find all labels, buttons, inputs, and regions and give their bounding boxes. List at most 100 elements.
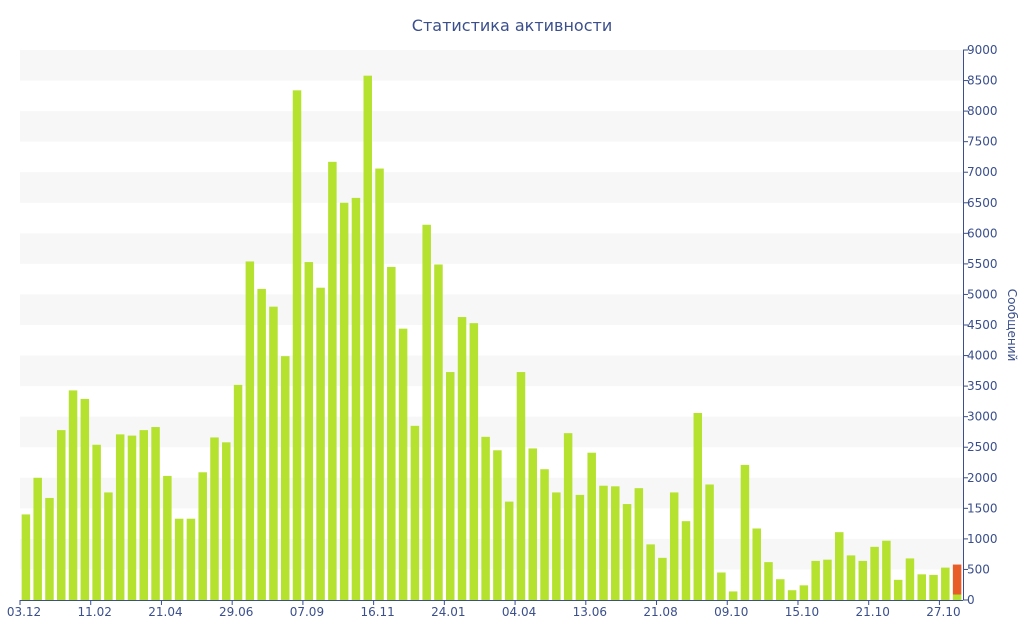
x-tick-label: 29.06 bbox=[219, 605, 253, 619]
bar[interactable] bbox=[834, 532, 844, 600]
bar[interactable] bbox=[481, 436, 490, 600]
grid-band bbox=[20, 111, 963, 142]
grid-band bbox=[20, 355, 963, 387]
bar[interactable] bbox=[68, 390, 78, 600]
bar[interactable] bbox=[387, 266, 396, 600]
grid-band bbox=[20, 294, 963, 325]
x-tick-label: 13.06 bbox=[573, 605, 607, 619]
bar[interactable] bbox=[398, 328, 408, 600]
bar[interactable] bbox=[375, 168, 384, 600]
bar[interactable] bbox=[846, 555, 856, 600]
bar[interactable] bbox=[493, 450, 502, 600]
bar[interactable] bbox=[92, 444, 101, 600]
bar[interactable] bbox=[905, 558, 915, 600]
bar[interactable] bbox=[917, 574, 926, 600]
x-tick-label: 09.10 bbox=[714, 605, 748, 619]
bar[interactable] bbox=[893, 579, 903, 600]
bar-highlight[interactable] bbox=[952, 564, 962, 595]
bar[interactable] bbox=[752, 528, 761, 601]
bar[interactable] bbox=[339, 202, 349, 600]
bar[interactable] bbox=[316, 287, 325, 600]
bar[interactable] bbox=[280, 356, 290, 600]
grid-band bbox=[20, 538, 963, 570]
bar[interactable] bbox=[292, 90, 302, 600]
bar[interactable] bbox=[57, 430, 66, 600]
bar[interactable] bbox=[823, 559, 832, 600]
bar[interactable] bbox=[434, 264, 443, 601]
bar[interactable] bbox=[693, 413, 703, 600]
bar[interactable] bbox=[870, 546, 879, 600]
bar[interactable] bbox=[210, 437, 219, 600]
bar[interactable] bbox=[740, 464, 750, 600]
bar[interactable] bbox=[658, 557, 667, 600]
y-tick-label: 6000 bbox=[967, 226, 998, 240]
bar[interactable] bbox=[882, 540, 891, 600]
bar[interactable] bbox=[410, 425, 420, 600]
bar[interactable] bbox=[540, 469, 549, 600]
bar[interactable] bbox=[504, 501, 514, 600]
axes: 0 500 1000 1500 2000 2500 3000 3500 4000 4500 5000… bbox=[7, 43, 998, 619]
bar[interactable] bbox=[257, 288, 266, 600]
bar[interactable] bbox=[929, 574, 938, 600]
bar[interactable] bbox=[563, 433, 573, 600]
bar[interactable] bbox=[575, 494, 585, 600]
bar[interactable] bbox=[764, 562, 773, 600]
grid-bands bbox=[20, 50, 963, 570]
bar[interactable] bbox=[45, 497, 54, 600]
bar[interactable] bbox=[646, 544, 655, 600]
bar[interactable] bbox=[174, 518, 184, 600]
y-tick-label: 7500 bbox=[967, 135, 998, 149]
bar[interactable] bbox=[717, 572, 726, 601]
bar[interactable] bbox=[269, 306, 278, 600]
y-tick-label: 2500 bbox=[967, 440, 998, 454]
bar[interactable] bbox=[681, 521, 691, 600]
bar[interactable] bbox=[457, 317, 467, 600]
bar[interactable] bbox=[328, 161, 337, 600]
bar[interactable] bbox=[669, 492, 679, 600]
bar[interactable] bbox=[222, 442, 231, 600]
bar[interactable] bbox=[611, 486, 620, 600]
bar[interactable] bbox=[952, 594, 962, 601]
bar[interactable] bbox=[186, 518, 196, 600]
bar[interactable] bbox=[151, 427, 160, 600]
bar[interactable] bbox=[422, 224, 431, 600]
bar[interactable] bbox=[811, 560, 820, 600]
bar[interactable] bbox=[446, 372, 455, 600]
bar[interactable] bbox=[351, 197, 361, 600]
bar[interactable] bbox=[469, 323, 479, 600]
bar[interactable] bbox=[104, 492, 113, 600]
bar[interactable] bbox=[245, 261, 255, 600]
bar[interactable] bbox=[304, 262, 314, 600]
bars bbox=[21, 75, 962, 601]
x-tick-label: 11.02 bbox=[78, 605, 112, 619]
bar[interactable] bbox=[33, 477, 42, 600]
grid-band bbox=[20, 416, 963, 448]
bar[interactable] bbox=[21, 514, 31, 600]
bar[interactable] bbox=[127, 435, 137, 600]
bar[interactable] bbox=[705, 484, 714, 601]
bar[interactable] bbox=[799, 585, 809, 600]
y-tick-label: 8000 bbox=[967, 104, 998, 118]
y-tick-label: 500 bbox=[967, 562, 990, 576]
bar[interactable] bbox=[80, 398, 90, 600]
x-tick-label: 03.12 bbox=[7, 605, 41, 619]
bar[interactable] bbox=[599, 485, 608, 600]
bar[interactable] bbox=[634, 488, 644, 600]
bar[interactable] bbox=[528, 448, 537, 600]
bar[interactable] bbox=[587, 452, 596, 600]
bar[interactable] bbox=[363, 75, 372, 601]
bar[interactable] bbox=[858, 560, 868, 600]
bar[interactable] bbox=[787, 590, 797, 600]
bar[interactable] bbox=[776, 579, 785, 600]
bar[interactable] bbox=[115, 434, 125, 600]
bar[interactable] bbox=[728, 591, 738, 600]
bar[interactable] bbox=[516, 372, 526, 600]
bar[interactable] bbox=[622, 504, 632, 600]
bar[interactable] bbox=[163, 475, 172, 600]
bar[interactable] bbox=[552, 492, 561, 600]
bar[interactable] bbox=[233, 384, 243, 600]
bar[interactable] bbox=[941, 567, 950, 600]
bar[interactable] bbox=[139, 430, 149, 600]
y-tick-label: 6500 bbox=[967, 196, 998, 210]
bar[interactable] bbox=[198, 472, 207, 600]
